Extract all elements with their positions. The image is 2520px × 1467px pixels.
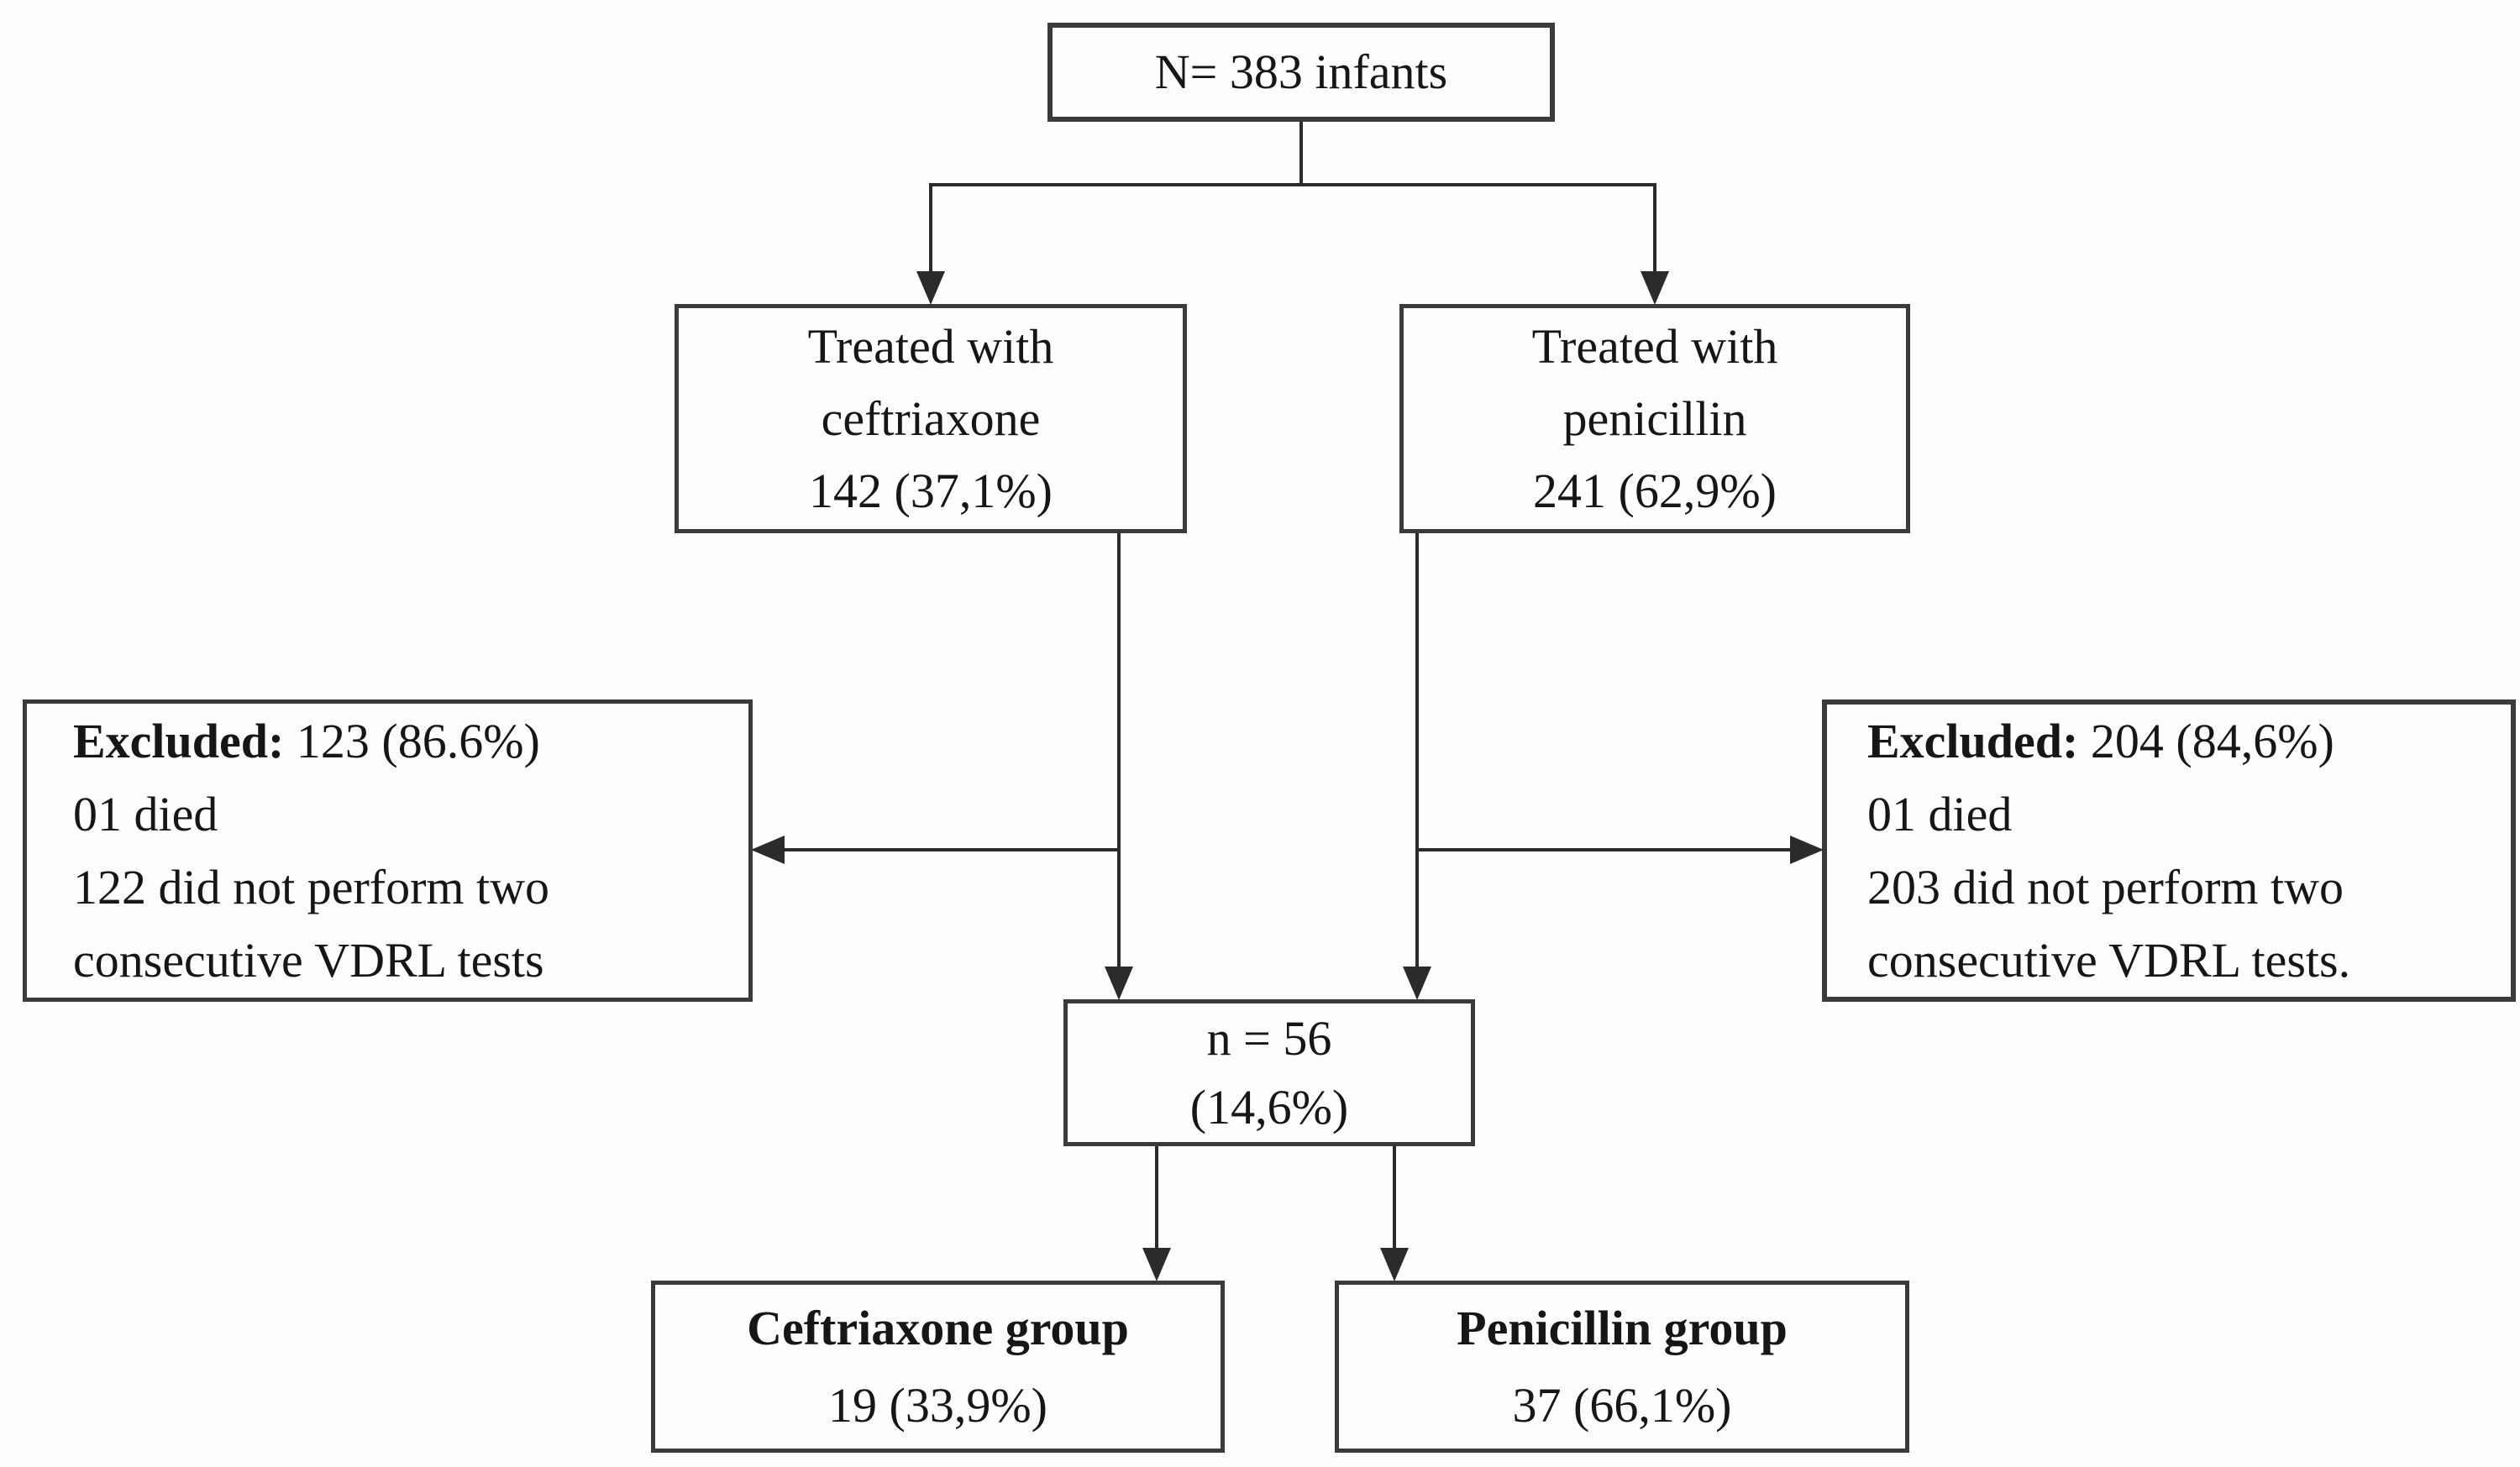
box-penicillin-group: Penicillin group 37 (66,1%) [1335,1281,1909,1453]
excluded-penicillin-header: Excluded: 204 (84,6%) [1867,705,2502,778]
box-analyzed-total: n = 56 (14,6%) [1063,999,1475,1146]
box-treated-penicillin: Treated with penicillin 241 (62,9%) [1399,304,1910,533]
excluded-penicillin-count: 204 (84,6%) [2078,714,2334,768]
ceftriaxone-group-count: 19 (33,9%) [828,1377,1047,1433]
treated-penicillin-count: 241 (62,9%) [1533,463,1777,518]
excluded-ceftriaxone-died: 01 died [73,787,218,841]
connector-to-penicillin [1653,183,1656,277]
analyzed-percent: (14,6%) [1189,1079,1349,1134]
excluded-penicillin-died: 01 died [1867,787,2013,841]
box-ceftriaxone-group: Ceftriaxone group 19 (33,9%) [651,1281,1225,1453]
arrow-right-icon [1790,836,1824,864]
box-excluded-ceftriaxone: Excluded: 123 (86.6%) 01 died 122 did no… [23,699,753,1002]
penicillin-group-count: 37 (66,1%) [1512,1377,1732,1433]
excluded-label: Excluded: [1867,714,2079,768]
excluded-penicillin-reason1: 203 did not perform two [1867,860,2344,914]
connector-analyzed-to-penicillin-group [1393,1146,1396,1254]
connector-total-stem [1299,122,1303,185]
excluded-ceftriaxone-reason2: consecutive VDRL tests [73,933,544,988]
arrow-down-icon [1142,1248,1171,1281]
total-infants-text: N= 383 infants [1154,45,1448,99]
arrow-down-icon [1380,1248,1409,1281]
connector-to-excluded-left [780,848,1121,851]
treated-ceftriaxone-count: 142 (37,1%) [809,463,1053,518]
connector-ceftriaxone-to-analyzed [1117,533,1121,974]
box-excluded-penicillin: Excluded: 204 (84,6%) 01 died 203 did no… [1822,699,2516,1002]
arrow-down-icon [1403,967,1431,1000]
ceftriaxone-group-title: Ceftriaxone group [747,1300,1129,1355]
excluded-label: Excluded: [73,714,285,768]
analyzed-count: n = 56 [1206,1010,1332,1066]
arrow-down-icon [1641,271,1669,305]
treated-ceftriaxone-line1: Treated with [807,318,1054,374]
connector-analyzed-to-ceftriaxone-group [1155,1146,1158,1254]
excluded-ceftriaxone-reason1: 122 did not perform two [73,860,550,914]
excluded-penicillin-reason2: consecutive VDRL tests. [1867,933,2351,988]
arrow-left-icon [751,836,785,864]
arrow-down-icon [1105,967,1133,1000]
treated-ceftriaxone-line2: ceftriaxone [821,390,1041,446]
excluded-ceftriaxone-header: Excluded: 123 (86.6%) [73,705,740,778]
connector-penicillin-to-analyzed [1415,533,1419,974]
box-total-infants: N= 383 infants [1047,23,1555,122]
connector-to-ceftriaxone [929,183,932,277]
box-treated-ceftriaxone: Treated with ceftriaxone 142 (37,1%) [675,304,1187,533]
excluded-ceftriaxone-count: 123 (86.6%) [284,714,540,768]
arrow-down-icon [916,271,945,305]
treated-penicillin-line1: Treated with [1531,318,1778,374]
connector-to-excluded-right [1417,848,1795,851]
connector-split-bar [929,183,1656,186]
penicillin-group-title: Penicillin group [1457,1300,1788,1355]
treated-penicillin-line2: penicillin [1562,390,1747,446]
